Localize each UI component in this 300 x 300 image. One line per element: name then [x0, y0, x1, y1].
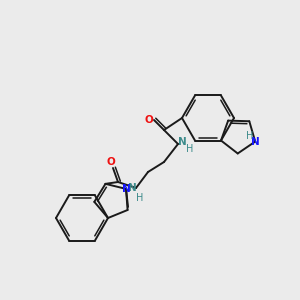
Text: O: O: [145, 115, 153, 125]
Text: N: N: [178, 137, 186, 147]
Text: H: H: [136, 193, 144, 203]
Text: N: N: [122, 184, 130, 194]
Text: N: N: [251, 136, 260, 147]
Text: N: N: [128, 183, 136, 193]
Text: H: H: [186, 144, 194, 154]
Text: H: H: [245, 130, 253, 141]
Text: O: O: [106, 157, 116, 167]
